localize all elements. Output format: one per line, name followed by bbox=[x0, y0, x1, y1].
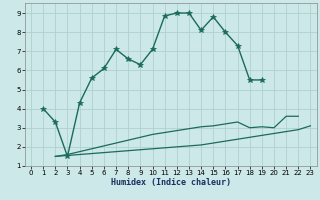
X-axis label: Humidex (Indice chaleur): Humidex (Indice chaleur) bbox=[111, 178, 231, 187]
